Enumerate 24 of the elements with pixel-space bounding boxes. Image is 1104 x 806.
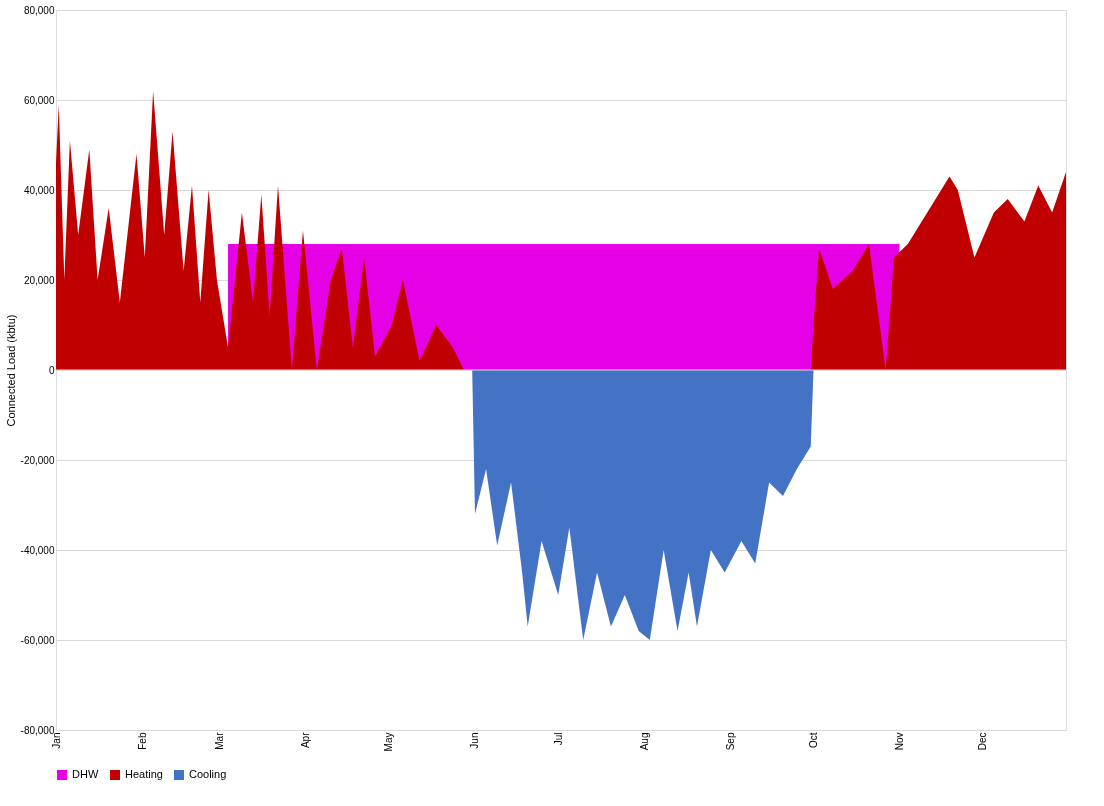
x-tick-label: Jul	[552, 732, 564, 746]
x-tick-label: Aug	[638, 732, 650, 751]
y-tick-label: -40,000	[20, 544, 55, 556]
legend-label: Cooling	[189, 768, 227, 780]
legend-label: DHW	[72, 768, 99, 780]
y-tick-label: -80,000	[20, 724, 55, 736]
legend-label: Heating	[125, 768, 163, 780]
x-tick-label: May	[383, 732, 395, 752]
x-tick-label: Mar	[214, 731, 226, 750]
x-tick-label: Nov	[894, 732, 906, 751]
x-tick-label: Oct	[808, 732, 819, 749]
x-tick-label: Sep	[724, 732, 736, 751]
y-tick-label: 80,000	[23, 4, 55, 16]
x-tick-label: Dec	[977, 732, 989, 751]
y-tick-label: 0	[48, 364, 55, 376]
y-axis-title: Connected Load (kbtu)	[4, 314, 17, 427]
y-tick-label: 60,000	[23, 94, 55, 106]
x-tick-label: Feb	[136, 732, 148, 750]
y-tick-label: 40,000	[23, 184, 55, 196]
x-tick-label: Jun	[469, 732, 481, 749]
y-tick-label: -20,000	[20, 454, 55, 466]
y-tick-label: -60,000	[20, 634, 55, 646]
y-tick-label: 20,000	[23, 274, 55, 286]
x-tick-label: Apr	[300, 731, 312, 749]
